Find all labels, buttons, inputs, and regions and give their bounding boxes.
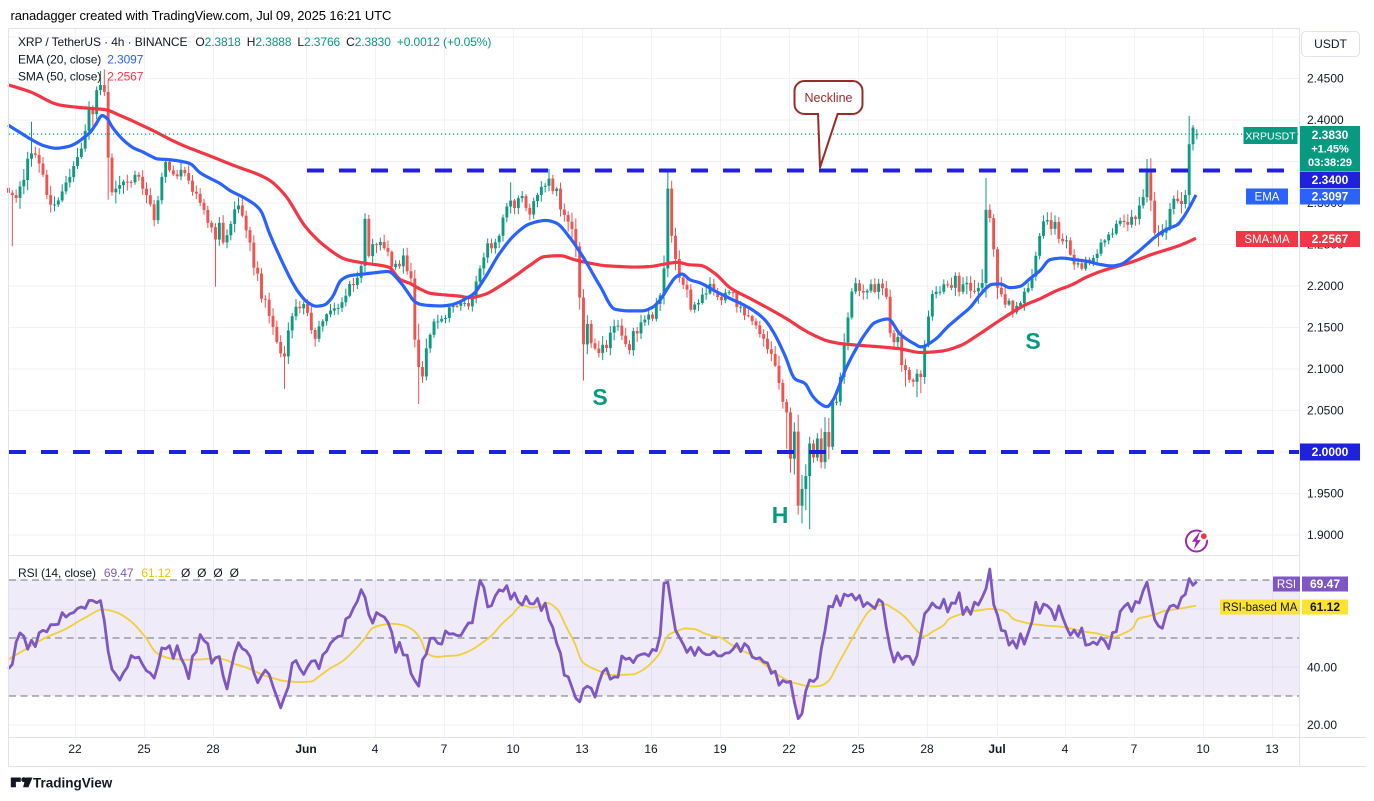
svg-text:SMA:MA: SMA:MA [1244,234,1290,246]
svg-text:ranadagger created with Tradin: ranadagger created with TradingView.com,… [11,8,392,23]
svg-text:61.12: 61.12 [1310,600,1340,614]
svg-text:28: 28 [206,742,220,756]
svg-text:S: S [592,384,607,410]
svg-text:TradingView: TradingView [33,776,113,791]
svg-text:13: 13 [1265,742,1279,756]
svg-text:2.3400: 2.3400 [1312,173,1349,187]
svg-text:2.2567: 2.2567 [1312,232,1349,246]
svg-text:22: 22 [782,742,796,756]
svg-text:4: 4 [372,742,379,756]
svg-text:USDT: USDT [1314,37,1347,51]
svg-text:RSI-based MA: RSI-based MA [1223,602,1298,614]
svg-text:25: 25 [851,742,865,756]
svg-text:13: 13 [575,742,589,756]
svg-text:7: 7 [1131,742,1138,756]
svg-text:20.00: 20.00 [1307,718,1337,732]
svg-text:+1.45%: +1.45% [1311,144,1349,156]
svg-text:2.1500: 2.1500 [1307,321,1344,335]
svg-text:69.47: 69.47 [1310,577,1340,591]
svg-text:16: 16 [644,742,658,756]
svg-text:03:38:29: 03:38:29 [1308,157,1352,169]
svg-text:28: 28 [920,742,934,756]
svg-text:2.0500: 2.0500 [1307,404,1344,418]
svg-text:2.4500: 2.4500 [1307,72,1344,86]
svg-text:2.4000: 2.4000 [1307,113,1344,127]
svg-text:1.9000: 1.9000 [1307,528,1344,542]
svg-text:SMA (50, close)2.2567: SMA (50, close) 2.2567 [18,70,144,84]
svg-text:2.2000: 2.2000 [1307,279,1344,293]
svg-text:EMA (20, close)2.3097: EMA (20, close) 2.3097 [18,53,144,67]
svg-text:4: 4 [1062,742,1069,756]
svg-text:Neckline: Neckline [805,91,853,105]
svg-text:2.3830: 2.3830 [1312,128,1349,142]
svg-text:10: 10 [1196,742,1210,756]
svg-text:XRPUSDT: XRPUSDT [1245,131,1296,143]
svg-text:7: 7 [441,742,448,756]
svg-text:RSI: RSI [1277,579,1296,591]
svg-text:EMA: EMA [1255,192,1280,204]
svg-text:Jun: Jun [295,742,316,756]
svg-text:25: 25 [137,742,151,756]
svg-text:H: H [772,502,789,528]
svg-text:19: 19 [713,742,727,756]
svg-text:Jul: Jul [988,742,1005,756]
svg-text:2.0000: 2.0000 [1312,445,1349,459]
svg-text:2.1000: 2.1000 [1307,362,1344,376]
svg-text:22: 22 [68,742,82,756]
svg-text:2.3097: 2.3097 [1312,190,1349,204]
svg-text:10: 10 [506,742,520,756]
svg-text:1.9500: 1.9500 [1307,487,1344,501]
svg-text:40.00: 40.00 [1307,661,1337,675]
svg-text:S: S [1025,328,1040,354]
